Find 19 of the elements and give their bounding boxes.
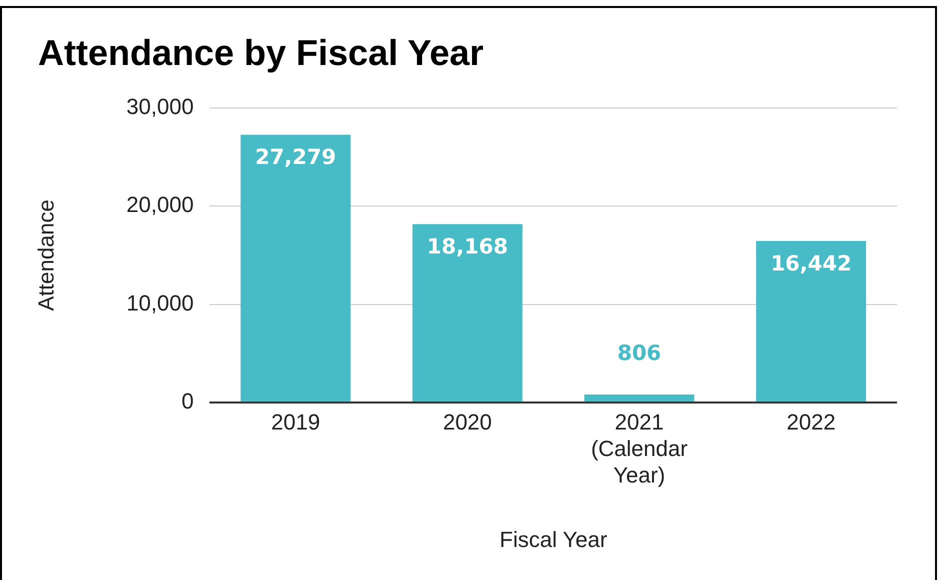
bar <box>756 241 866 402</box>
x-tick-label: 2020 <box>442 410 492 435</box>
x-tick-label: 2021 (Calendar Year) <box>590 410 688 488</box>
data-label: 18,168 <box>426 234 508 259</box>
y-tick-label: 10,000 <box>126 290 194 316</box>
y-tick-label: 30,000 <box>126 94 194 120</box>
data-label: 16,442 <box>770 252 852 276</box>
y-tick-label: 0 <box>181 388 194 414</box>
bar <box>240 134 351 402</box>
x-tick-label: 2022 <box>786 410 836 435</box>
bar <box>584 394 694 402</box>
y-tick-label: 20,000 <box>126 192 194 218</box>
x-axis-title: Fiscal Year <box>500 526 608 552</box>
bar <box>412 224 522 402</box>
x-tick-label: 2019 <box>271 410 320 435</box>
data-label: 27,279 <box>255 145 336 170</box>
chart-title: Attendance by Fiscal Year <box>38 32 484 74</box>
data-label: 806 <box>617 340 662 365</box>
y-axis-title: Attendance <box>33 200 58 311</box>
